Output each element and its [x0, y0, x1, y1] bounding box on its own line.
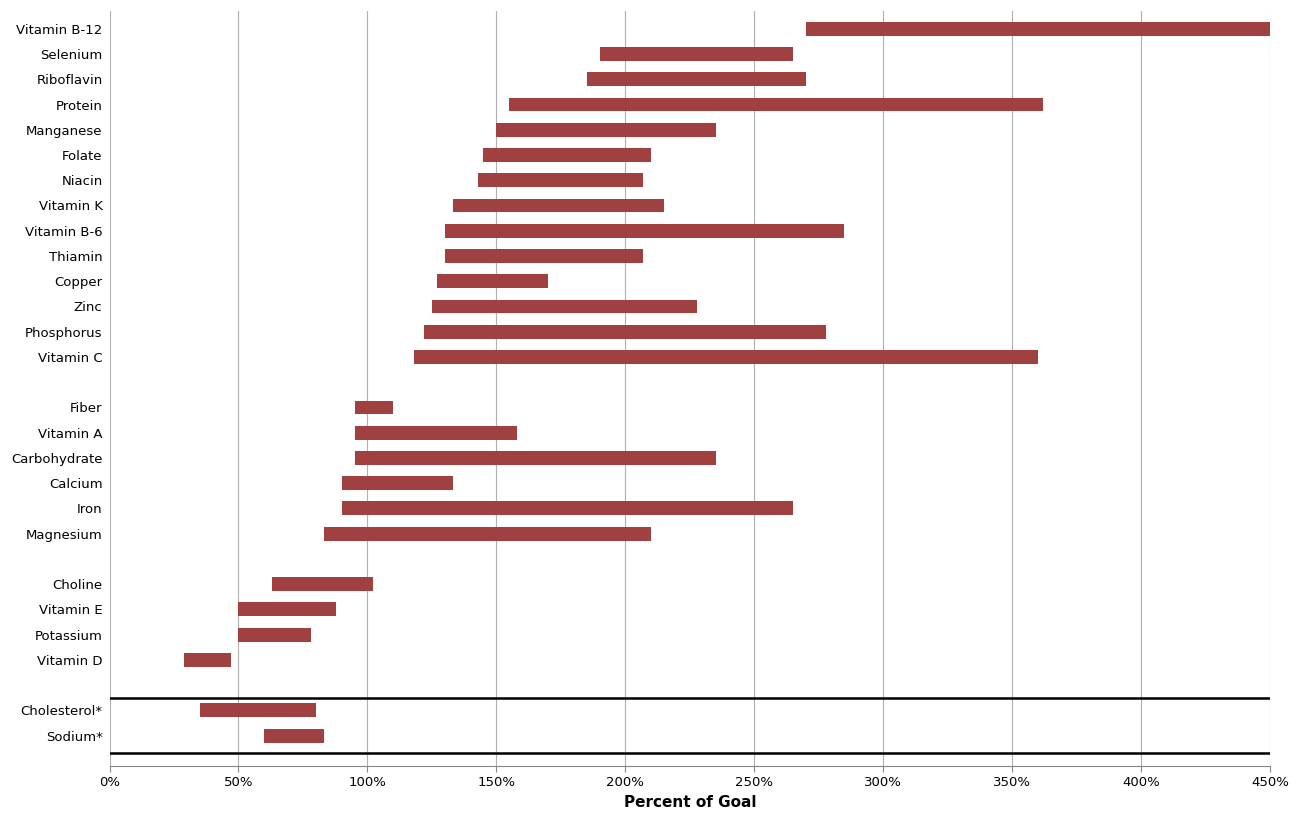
- Bar: [355, 426, 517, 439]
- Bar: [264, 729, 324, 742]
- Bar: [497, 123, 715, 137]
- Bar: [200, 704, 316, 718]
- Bar: [185, 653, 231, 667]
- Bar: [445, 249, 644, 263]
- Bar: [452, 199, 664, 213]
- Bar: [432, 300, 698, 314]
- Bar: [342, 476, 452, 490]
- Bar: [437, 274, 547, 288]
- Bar: [355, 401, 393, 415]
- Bar: [445, 224, 845, 237]
- X-axis label: Percent of Goal: Percent of Goal: [624, 795, 757, 810]
- Bar: [424, 325, 827, 338]
- Bar: [806, 22, 1270, 36]
- Bar: [413, 350, 1037, 364]
- Bar: [599, 47, 793, 61]
- Bar: [510, 98, 1043, 112]
- Bar: [355, 451, 715, 465]
- Bar: [324, 527, 651, 540]
- Bar: [238, 628, 311, 641]
- Bar: [342, 502, 793, 516]
- Bar: [272, 577, 373, 591]
- Bar: [484, 148, 651, 162]
- Bar: [586, 72, 806, 86]
- Bar: [478, 173, 644, 187]
- Bar: [238, 603, 337, 617]
